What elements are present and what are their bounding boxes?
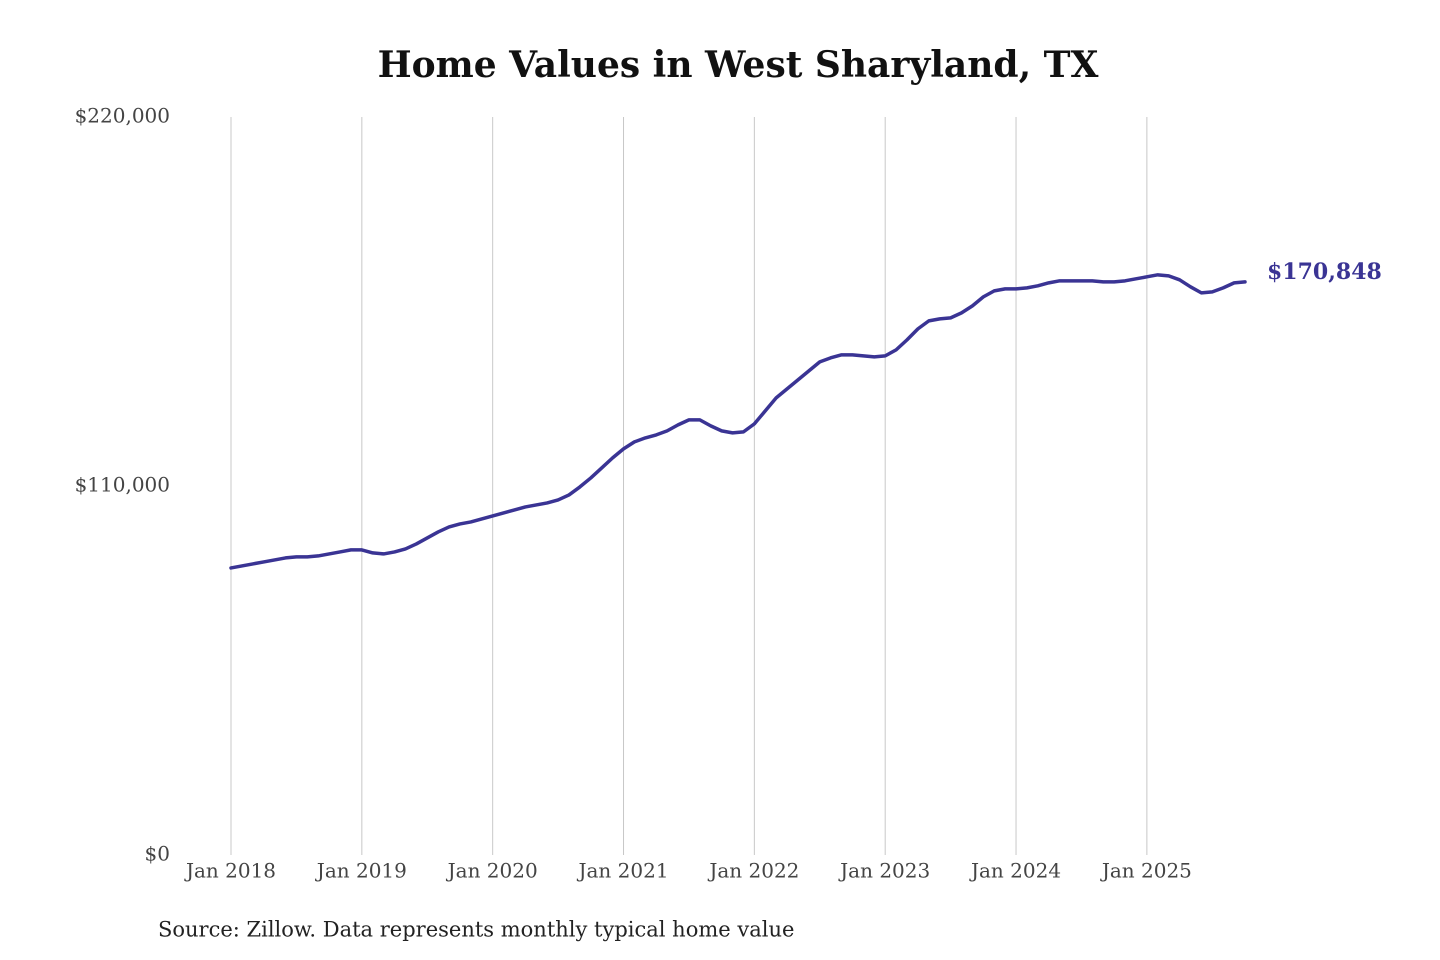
chart-title: Home Values in West Sharyland, TX [378,44,1099,86]
data-label: $170,848 [1267,259,1382,285]
x-tick-label: Jan 2023 [838,859,930,883]
x-tick-label: Jan 2025 [1100,859,1192,883]
x-tick-label: Jan 2024 [969,859,1061,883]
y-tick-label: $220,000 [75,104,170,128]
x-tick-label: Jan 2018 [184,859,276,883]
source-note: Source: Zillow. Data represents monthly … [158,918,794,942]
x-tick-label: Jan 2022 [707,859,799,883]
line [229,273,1247,570]
x-tick-label: Jan 2019 [315,859,407,883]
y-tick-label: $0 [145,842,170,866]
x-tick-label: Jan 2020 [446,859,538,883]
y-tick-label: $110,000 [75,473,170,497]
x-tick-label: Jan 2021 [576,859,668,883]
